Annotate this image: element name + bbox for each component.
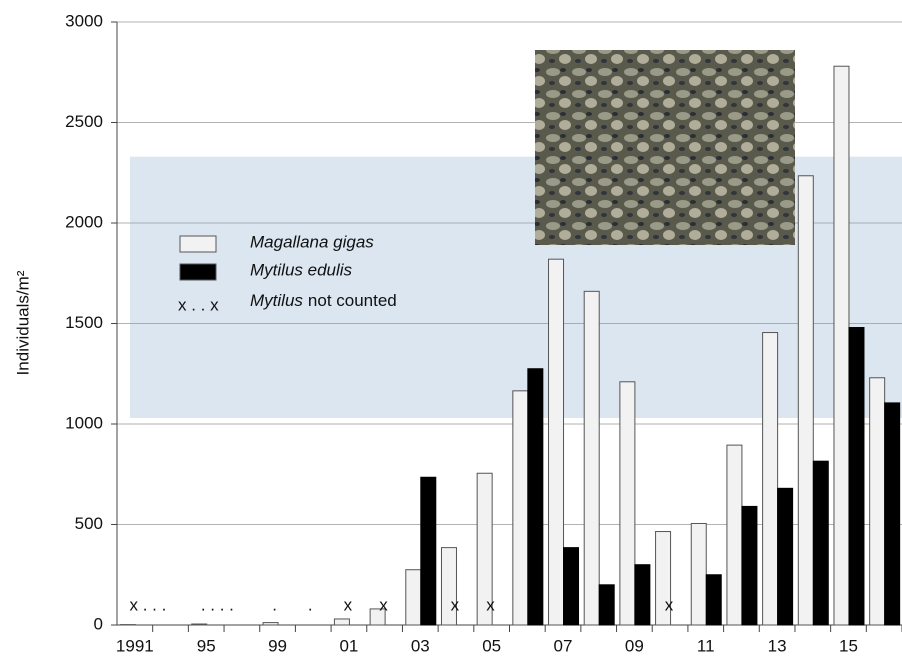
not-counted-marker: . — [272, 595, 277, 614]
x-tick-label: 15 — [839, 636, 858, 655]
not-counted-marker: x — [665, 595, 674, 614]
bar — [778, 488, 793, 625]
bar — [870, 378, 885, 625]
not-counted-marker: . . . . — [201, 595, 234, 614]
bar — [742, 506, 757, 625]
y-tick-label: 500 — [75, 514, 103, 533]
bar — [763, 333, 778, 625]
legend-label: Mytilus edulis — [250, 260, 353, 279]
x-tick-label: 05 — [482, 636, 501, 655]
bar — [564, 548, 579, 625]
bar — [599, 585, 614, 625]
y-tick-label: 2000 — [65, 212, 103, 231]
bar — [406, 570, 421, 625]
legend-text: not counted — [308, 291, 397, 310]
bar — [263, 623, 278, 625]
bar — [192, 624, 207, 625]
not-counted-marker: x — [486, 595, 495, 614]
bar — [513, 391, 528, 625]
legend-label: Mytilus not counted — [250, 291, 397, 310]
x-tick-label: 03 — [411, 636, 430, 655]
legend-label: Magallana gigas — [250, 232, 374, 251]
bar — [528, 369, 543, 625]
legend-swatch — [180, 236, 216, 252]
legend-symbol: x . . x — [178, 295, 219, 314]
not-counted-marker: . — [308, 595, 313, 614]
bar — [635, 565, 650, 625]
y-tick-label: 2500 — [65, 112, 103, 131]
x-tick-label: 1991 — [116, 636, 154, 655]
bar — [885, 403, 900, 625]
photo — [535, 50, 795, 245]
chart: Individuals/m² 0 500 1000 1500 2000 2500 3000 1… — [0, 0, 902, 660]
x-tick-label: 99 — [268, 636, 287, 655]
y-tick-label: 1000 — [65, 413, 103, 432]
x-tick-label: 09 — [625, 636, 644, 655]
x-tick-label: 01 — [339, 636, 358, 655]
bar — [620, 382, 635, 625]
legend-genus: Mytilus — [250, 291, 303, 310]
bar — [834, 66, 849, 625]
y-tick-label: 1500 — [65, 313, 103, 332]
x-tick-label: 13 — [768, 636, 787, 655]
bar — [727, 445, 742, 625]
legend-swatch — [180, 264, 216, 280]
bar — [691, 523, 706, 625]
bar — [549, 259, 564, 625]
bar — [706, 575, 721, 625]
x-tick-label: 07 — [554, 636, 573, 655]
y-tick-label: 3000 — [65, 11, 103, 30]
not-counted-marker: x . . . — [129, 595, 166, 614]
x-tick-label: 11 — [697, 636, 715, 655]
x-tick-label: 95 — [197, 636, 216, 655]
not-counted-marker: x — [451, 595, 460, 614]
bar — [798, 176, 813, 625]
bar — [849, 328, 864, 625]
not-counted-marker: x — [344, 595, 353, 614]
not-counted-marker: x — [379, 595, 388, 614]
y-axis-label: Individuals/m² — [13, 270, 32, 375]
bar — [421, 477, 436, 625]
bar — [584, 291, 599, 625]
bar — [813, 461, 828, 625]
bar — [334, 619, 349, 625]
y-tick-label: 0 — [94, 614, 103, 633]
